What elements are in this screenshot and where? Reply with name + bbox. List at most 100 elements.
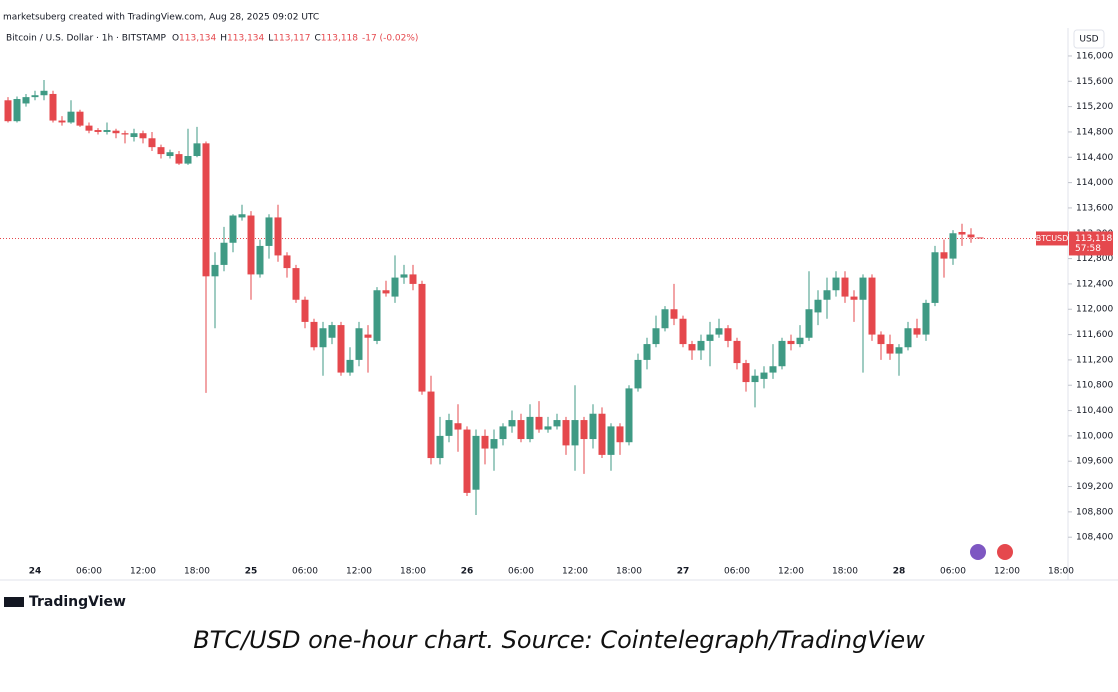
candle-body — [733, 340, 741, 364]
candle-body — [40, 90, 48, 96]
legend-values: O 113,134 H 113,134 L 113,117 C 113,118 -17 (-0.… — [172, 34, 418, 44]
candle-body — [490, 439, 498, 449]
y-tick-label: 113,600 — [1076, 203, 1113, 213]
candle-body — [427, 391, 435, 459]
x-tick-label: 25 — [245, 567, 258, 577]
candle-body — [922, 302, 930, 335]
candle-body — [157, 147, 165, 155]
y-tick-label: 109,200 — [1076, 482, 1113, 492]
candle-body — [715, 328, 723, 335]
x-tick-label: 24 — [29, 567, 42, 577]
y-tick-label: 114,400 — [1076, 153, 1113, 163]
candle-body — [67, 111, 75, 123]
x-tick-label: 12:00 — [562, 567, 588, 577]
candle-body — [310, 321, 318, 348]
candle-body — [823, 290, 831, 300]
candle-body — [553, 420, 561, 427]
candle-body — [472, 435, 480, 490]
candle-body — [112, 130, 120, 134]
y-tick-label: 111,600 — [1076, 330, 1113, 340]
x-tick-label: 18:00 — [1048, 567, 1074, 577]
candle-body — [913, 328, 921, 335]
y-tick-label: 112,800 — [1076, 254, 1113, 264]
y-tick-label: 112,000 — [1076, 305, 1113, 315]
candle-body — [418, 283, 426, 392]
candle-body — [76, 111, 84, 126]
legend-value: 113,134 — [179, 34, 216, 44]
candle-body — [580, 420, 588, 440]
candle-body — [742, 363, 750, 383]
candle-body — [895, 347, 903, 354]
caption: BTC/USD one-hour chart. Source: Cointele… — [193, 626, 925, 654]
candle-body — [364, 334, 372, 338]
y-tick-label: 111,200 — [1076, 355, 1113, 365]
candle-body — [967, 234, 975, 238]
candle-body — [805, 309, 813, 338]
y-tick-label: 115,600 — [1076, 77, 1113, 87]
y-tick-label: 110,800 — [1076, 381, 1113, 391]
candle-body — [121, 133, 129, 135]
candle-body — [904, 328, 912, 348]
y-tick-label: 110,000 — [1076, 431, 1113, 441]
candle-body — [697, 340, 705, 351]
candle-body — [841, 277, 849, 297]
price-tag-countdown: 57:58 — [1075, 244, 1101, 254]
candle-body — [958, 231, 966, 235]
candle-body — [238, 214, 246, 218]
candle-body — [301, 299, 309, 322]
candle-body — [328, 325, 336, 338]
currency-box[interactable] — [1073, 29, 1105, 49]
candle-body — [463, 429, 471, 493]
legend-label: O — [172, 34, 179, 44]
y-tick-label: 110,400 — [1076, 406, 1113, 416]
y-tick-label: 114,000 — [1076, 178, 1113, 188]
candle-body — [886, 344, 894, 354]
legend-value: 113,117 — [273, 34, 310, 44]
candle-body — [49, 93, 57, 121]
legend-change: -17 (-0.02%) — [362, 34, 418, 44]
candle-body — [544, 426, 552, 430]
created-note: marketsuberg created with TradingView.co… — [3, 13, 319, 23]
candle-body — [409, 274, 417, 284]
legend-label: H — [220, 34, 227, 44]
legend-value: 113,134 — [227, 34, 264, 44]
icon-events[interactable] — [970, 544, 986, 560]
candle-body — [13, 99, 21, 122]
legend-label: L — [268, 34, 273, 44]
candle-body — [778, 340, 786, 367]
y-tick-label: 112,400 — [1076, 279, 1113, 289]
candle-body — [589, 413, 597, 440]
price-tag-name: BTCUSD — [1036, 234, 1069, 243]
x-tick-label: 18:00 — [616, 567, 642, 577]
price-tag-bg — [1069, 231, 1113, 256]
candle-body — [760, 372, 768, 379]
candle-body — [481, 435, 489, 449]
x-tick-label: 06:00 — [940, 567, 966, 577]
x-tick-label: 06:00 — [76, 567, 102, 577]
x-tick-label: 18:00 — [832, 567, 858, 577]
icon-flag[interactable] — [997, 544, 1013, 560]
candle-body — [598, 413, 606, 455]
symbol: Bitcoin / U.S. Dollar · 1h · BITSTAMP — [6, 34, 167, 44]
brand: TradingView — [29, 594, 126, 610]
x-tick-label: 18:00 — [184, 567, 210, 577]
candle-body — [706, 334, 714, 341]
candle-body — [175, 154, 183, 164]
candle-body — [769, 366, 777, 373]
candle-body — [319, 328, 327, 348]
candle-body — [859, 277, 867, 300]
currency[interactable]: USD — [1079, 35, 1098, 45]
y-tick-label: 108,400 — [1076, 533, 1113, 543]
candle-body — [562, 420, 570, 446]
candle-body — [193, 143, 201, 157]
candle-body — [85, 125, 93, 131]
candle-body — [184, 156, 192, 164]
x-tick-label: 12:00 — [130, 567, 156, 577]
candle-body — [526, 416, 534, 440]
candle-body — [724, 328, 732, 341]
candle-body — [949, 233, 957, 259]
brand-logo — [4, 597, 24, 607]
x-tick-label: 28 — [893, 567, 906, 577]
candle-body — [616, 426, 624, 443]
